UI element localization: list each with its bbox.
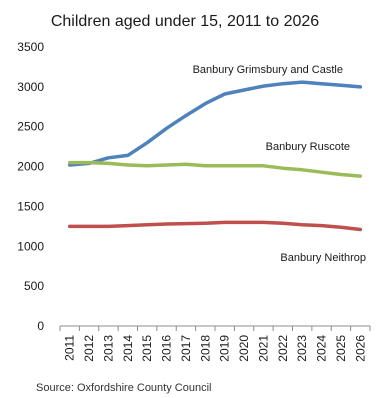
x-tick-label: 2019 (218, 335, 232, 362)
line-chart: Children aged under 15, 2011 to 2026 0 50… (17, 13, 371, 362)
x-tick-label: 2014 (121, 335, 135, 362)
y-tick-label: 2000 (17, 160, 44, 174)
x-axis: 2011 2012 2013 2014 2015 2016 2017 2018 2019 2020… (59, 325, 371, 362)
x-tick-label: 2015 (140, 335, 154, 362)
series-labels: Banbury Grimsbury and Castle Banbury Rusc… (193, 64, 366, 264)
series-label-0: Banbury Grimsbury and Castle (193, 64, 343, 76)
x-tick-label: 2020 (237, 335, 251, 362)
x-tick-label: 2021 (256, 335, 270, 362)
x-tick-label: 2017 (179, 335, 193, 362)
x-tick-label: 2022 (276, 335, 290, 362)
x-tick-label: 2023 (295, 335, 309, 362)
x-tick-label: 2025 (334, 335, 348, 362)
y-tick-label: 0 (37, 319, 44, 333)
series-label-2: Banbury Neithrop (280, 252, 366, 264)
y-tick-label: 500 (24, 279, 44, 293)
y-axis: 0 500 1000 1500 2000 2500 3000 3500 (17, 40, 44, 333)
chart-title: Children aged under 15, 2011 to 2026 (51, 13, 319, 30)
x-tick-label: 2011 (63, 335, 77, 361)
y-tick-label: 3500 (17, 40, 44, 54)
source-note: Source: Oxfordshire County Council (36, 382, 212, 394)
series-line-1 (67, 160, 363, 178)
y-tick-label: 3000 (17, 80, 44, 94)
series-lines (67, 80, 363, 232)
x-tick-label: 2016 (160, 335, 174, 362)
series-line-0 (67, 80, 363, 167)
x-tick-label: 2026 (353, 335, 367, 362)
x-tick-label: 2013 (101, 335, 115, 362)
series-label-1: Banbury Ruscote (266, 141, 350, 153)
y-tick-label: 1000 (17, 239, 44, 253)
x-tick-label: 2012 (82, 335, 96, 362)
x-tick-label: 2018 (198, 335, 212, 362)
y-tick-label: 2500 (17, 120, 44, 134)
y-tick-label: 1500 (17, 199, 44, 213)
series-line-2 (67, 220, 363, 232)
x-tick-label: 2024 (315, 335, 329, 362)
